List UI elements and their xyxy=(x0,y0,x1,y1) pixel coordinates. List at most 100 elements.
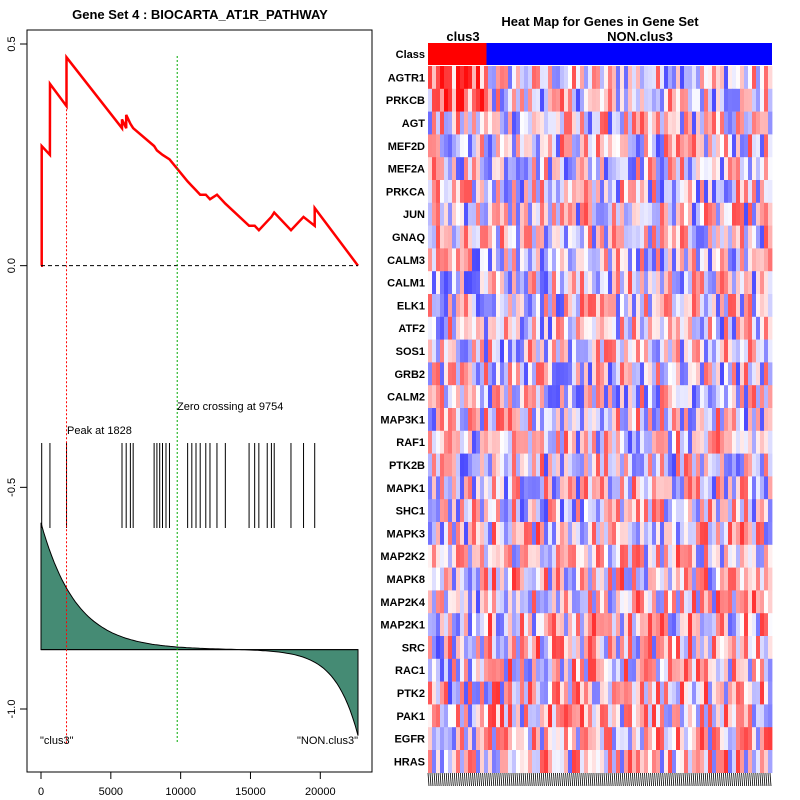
heat-cell xyxy=(448,590,453,614)
heat-cell xyxy=(596,590,601,614)
heat-cell xyxy=(600,658,605,682)
heat-cell xyxy=(696,590,701,614)
heat-cell xyxy=(644,681,649,705)
heat-cell xyxy=(632,727,637,751)
heat-cell xyxy=(600,362,605,386)
heat-cell xyxy=(572,727,577,751)
heat-cell xyxy=(616,727,621,751)
heat-cell xyxy=(672,567,677,591)
y-tick-label: 0.0 xyxy=(6,258,18,273)
heat-cell xyxy=(768,111,773,135)
heat-cell xyxy=(636,430,641,454)
heat-cell xyxy=(496,567,501,591)
heat-cell xyxy=(688,453,693,477)
heat-cell xyxy=(756,111,761,135)
heat-cell xyxy=(472,316,477,340)
sample-label-mark xyxy=(680,772,683,787)
heat-cell xyxy=(708,180,713,204)
heat-cell xyxy=(684,567,689,591)
heat-cell xyxy=(452,294,457,318)
heat-cell xyxy=(752,88,757,112)
heat-cell xyxy=(696,453,701,477)
x-tick-label: 20000 xyxy=(305,786,336,798)
heat-cell xyxy=(464,202,469,226)
heat-cell xyxy=(556,613,561,637)
heat-cell xyxy=(652,704,657,728)
heat-cell xyxy=(688,430,693,454)
heat-cell xyxy=(488,544,493,568)
heat-cell xyxy=(732,704,737,728)
heat-cell xyxy=(524,157,529,181)
heat-cell xyxy=(544,727,549,751)
heat-cell xyxy=(688,704,693,728)
heat-cell xyxy=(692,567,697,591)
heat-cell xyxy=(644,111,649,135)
heat-cell xyxy=(716,430,721,454)
heat-cell xyxy=(572,453,577,477)
heat-cell xyxy=(704,681,709,705)
heat-cell xyxy=(544,180,549,204)
heat-cell xyxy=(756,248,761,272)
ranked-metric-fill xyxy=(40,522,359,736)
heat-cell xyxy=(572,636,577,660)
heat-cell xyxy=(688,476,693,500)
heat-cell xyxy=(640,385,645,409)
heat-cell xyxy=(428,362,433,386)
heat-cell xyxy=(552,727,557,751)
heat-cell xyxy=(640,271,645,295)
sample-label-mark xyxy=(646,772,648,787)
heat-cell xyxy=(664,499,669,523)
heat-cell xyxy=(436,339,441,363)
heat-cell xyxy=(624,522,629,546)
heat-cell xyxy=(544,248,549,272)
heat-cell xyxy=(432,522,437,546)
heat-cell xyxy=(740,202,745,226)
heat-cell xyxy=(472,111,477,135)
heat-cell xyxy=(508,225,513,249)
heat-cell xyxy=(608,66,613,90)
heat-cell xyxy=(608,271,613,295)
sample-label-mark xyxy=(581,772,584,787)
heat-cell xyxy=(720,499,725,523)
heat-cell xyxy=(624,430,629,454)
heat-cell xyxy=(724,66,729,90)
heat-cell xyxy=(680,66,685,90)
heat-cell xyxy=(536,522,541,546)
heat-cell xyxy=(688,271,693,295)
heat-cell xyxy=(584,180,589,204)
heat-cell xyxy=(468,225,473,249)
heat-cell xyxy=(544,704,549,728)
heat-cell xyxy=(612,271,617,295)
heat-cell xyxy=(704,88,709,112)
heat-cell xyxy=(524,681,529,705)
heat-cell xyxy=(568,111,573,135)
heat-cell xyxy=(452,248,457,272)
heat-cell xyxy=(756,750,761,774)
heat-cell xyxy=(516,499,521,523)
heat-cell xyxy=(560,134,565,158)
heat-cell xyxy=(484,248,489,272)
heat-cell xyxy=(612,681,617,705)
heat-cell xyxy=(580,522,585,546)
heat-cell xyxy=(492,294,497,318)
heat-cell xyxy=(544,613,549,637)
heat-cell xyxy=(656,225,661,249)
heat-cell xyxy=(484,453,489,477)
heat-cell xyxy=(468,248,473,272)
heat-cell xyxy=(552,111,557,135)
heat-cell xyxy=(428,567,433,591)
heat-cell xyxy=(556,430,561,454)
heat-cell xyxy=(592,134,597,158)
heat-cell xyxy=(716,544,721,568)
heat-cell xyxy=(680,111,685,135)
heat-cell xyxy=(440,180,445,204)
heat-cell xyxy=(612,202,617,226)
heat-cell xyxy=(652,294,657,318)
heat-cell xyxy=(720,339,725,363)
heat-cell xyxy=(528,567,533,591)
heat-cell xyxy=(640,658,645,682)
heat-cell xyxy=(660,225,665,249)
heat-cell xyxy=(696,134,701,158)
heat-cell xyxy=(436,636,441,660)
heat-cell xyxy=(604,590,609,614)
